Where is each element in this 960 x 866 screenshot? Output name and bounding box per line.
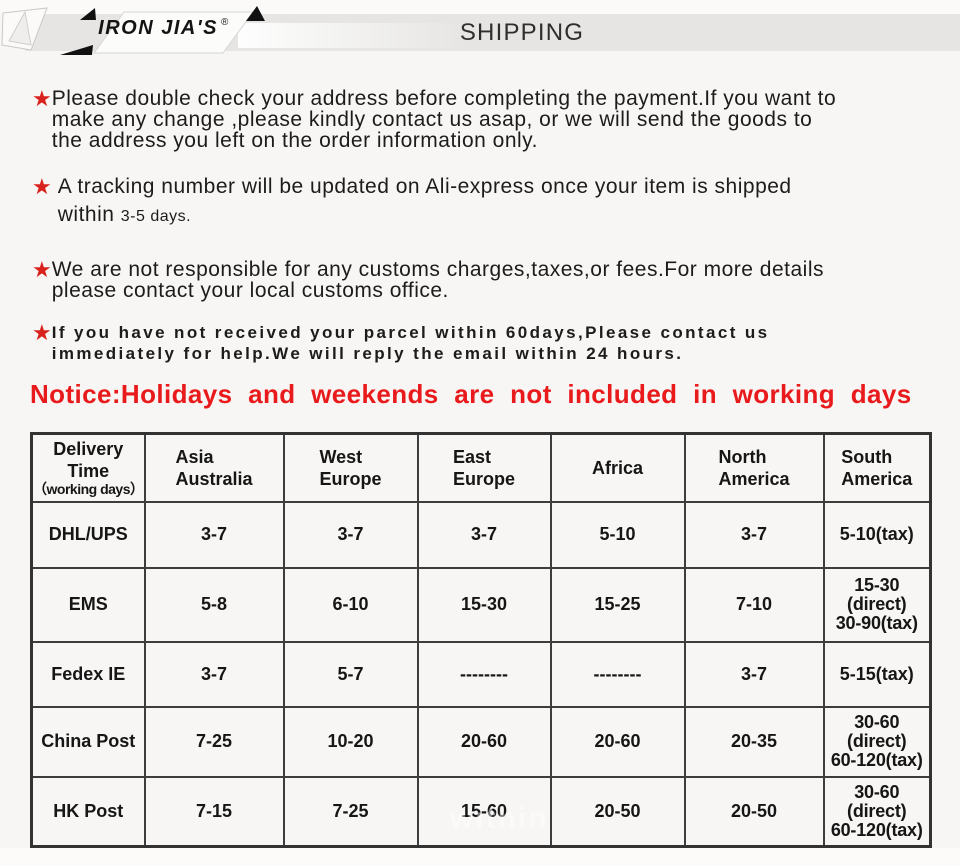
table-header-row: Delivery Time （working days） Asia Austra…: [30, 432, 932, 503]
registered-mark: ®: [220, 17, 230, 28]
cell: 5-7: [282, 640, 419, 708]
cell: 7-25: [282, 775, 419, 848]
header-north-america: North America: [683, 432, 825, 503]
service-name: DHL/UPS: [30, 500, 146, 569]
table-row-china-post: China Post 7-25 10-20 20-60 20-60 20-35 …: [30, 705, 932, 778]
cell: 15-30 (direct) 30-90(tax): [822, 566, 932, 643]
cell: 20-50: [683, 775, 825, 848]
cell: 20-60: [549, 705, 686, 778]
ribbon-accent-triangle-left: [80, 8, 96, 20]
service-name: EMS: [30, 566, 146, 643]
service-name: Fedex IE: [30, 640, 146, 708]
cell: 7-10: [683, 566, 825, 643]
header-asia-australia: Asia Australia: [143, 432, 285, 503]
cell: 3-7: [143, 640, 285, 708]
watermark-text: within: [450, 802, 549, 835]
brand-logo: IRON JIA'S ®: [98, 17, 230, 40]
cell: 20-50: [549, 775, 686, 848]
table-row-dhl-ups: DHL/UPS 3-7 3-7 3-7 5-10 3-7 5-10(tax): [30, 500, 932, 569]
cell: 7-25: [143, 705, 285, 778]
star-icon: ★: [32, 86, 52, 111]
brand-ribbon-graphic: [1, 6, 265, 55]
cell: 30-60 (direct) 60-120(tax): [822, 775, 932, 848]
note-customs: ★ We are not responsible for any customs…: [32, 257, 940, 302]
service-name: HK Post: [30, 775, 146, 848]
note-text: We are not responsible for any customs c…: [51, 258, 825, 302]
cell: 20-35: [683, 705, 825, 778]
header-delivery-time: Delivery Time （working days）: [30, 432, 146, 503]
cell: 5-10: [549, 500, 686, 569]
table-row-hk-post: HK Post 7-15 7-25 15-60 20-50 20-50 30-6…: [30, 775, 932, 848]
working-days-label: （working days）: [33, 481, 144, 498]
cell: 3-7: [416, 500, 552, 569]
cell: 5-10(tax): [822, 500, 932, 569]
note-text: If you have not received your parcel wit…: [51, 323, 770, 363]
brand-name: IRON JIA'S: [98, 17, 218, 39]
header-west-europe: West Europe: [282, 432, 419, 503]
note-text-line2: within 3-5 days.: [58, 204, 792, 227]
table-row-ems: EMS 5-8 6-10 15-30 15-25 7-10 15-30 (dir…: [30, 566, 932, 643]
shipping-table: Delivery Time （working days） Asia Austra…: [30, 432, 932, 848]
cell: 7-15: [143, 775, 285, 848]
note-not-received: ★ If you have not received your parcel w…: [32, 322, 940, 364]
header-south-america: South America: [822, 432, 932, 503]
cell: 3-7: [683, 640, 825, 708]
cell: 3-7: [282, 500, 419, 569]
header-east-europe: East Europe: [416, 432, 552, 503]
cell: --------: [416, 640, 552, 708]
cell: 15-25: [549, 566, 686, 643]
cell: 5-8: [143, 566, 285, 643]
note-address-check: ★ Please double check your address befor…: [32, 86, 940, 152]
ribbon-tail: [238, 23, 468, 48]
ribbon-accent-triangle-bottom: [60, 45, 93, 55]
within-word: within: [57, 203, 115, 226]
bottom-margin-strip: [0, 848, 960, 866]
cell: 6-10: [282, 566, 419, 643]
cell: 30-60 (direct) 60-120(tax): [822, 705, 932, 778]
brand-plate: [93, 11, 254, 54]
star-icon: ★: [32, 257, 52, 282]
note-text: Please double check your address before …: [51, 87, 837, 152]
cell: 20-60: [416, 705, 552, 778]
cell: --------: [549, 640, 686, 708]
note-tracking-number: ★ A tracking number will be updated on A…: [32, 176, 940, 227]
cell: 3-7: [683, 500, 825, 569]
holiday-notice: Notice:Holidays and weekends are not inc…: [30, 379, 912, 409]
service-name: China Post: [30, 705, 146, 778]
table-row-fedex-ie: Fedex IE 3-7 5-7 -------- -------- 3-7 5…: [30, 640, 932, 708]
note-text-line1: A tracking number will be updated on Ali…: [57, 175, 792, 198]
top-margin-strip: [0, 0, 960, 14]
header-africa: Africa: [549, 432, 686, 503]
cell: 10-20: [282, 705, 419, 778]
star-icon: ★: [32, 174, 52, 199]
cell: 5-15(tax): [822, 640, 932, 708]
cell: 15-30: [416, 566, 552, 643]
cell: 15-60: [416, 775, 552, 848]
page-title: SHIPPING: [459, 19, 585, 46]
ribbon-accent-triangle-top-right: [246, 6, 265, 21]
ribbon-fold-inner: [8, 10, 32, 46]
star-icon: ★: [32, 320, 52, 345]
cell: 3-7: [143, 500, 285, 569]
days-word: 3-5 days.: [120, 208, 192, 225]
delivery-time-label: Delivery Time: [53, 439, 124, 482]
